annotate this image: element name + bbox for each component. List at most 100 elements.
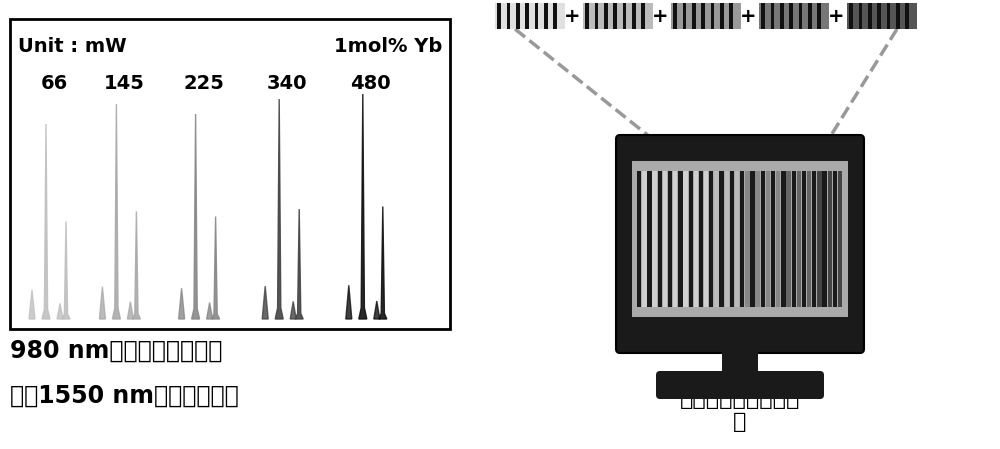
Bar (673, 171, 677, 307)
Text: +: + (828, 6, 844, 26)
Bar (771, 171, 775, 307)
FancyBboxPatch shape (656, 371, 824, 399)
Bar (896, 3, 900, 29)
Text: 145: 145 (104, 74, 145, 93)
Text: 上转换光子防伪条形
码: 上转换光子防伪条形 码 (680, 389, 800, 432)
Polygon shape (379, 207, 387, 319)
Bar (792, 171, 796, 307)
Bar (905, 3, 909, 29)
Bar (544, 3, 548, 29)
Bar (868, 3, 872, 29)
Bar (776, 171, 780, 307)
Polygon shape (192, 114, 200, 319)
Bar (525, 3, 529, 29)
Polygon shape (275, 99, 283, 319)
Bar (658, 171, 662, 307)
Polygon shape (42, 124, 50, 319)
Bar (725, 171, 729, 307)
Bar (720, 3, 724, 29)
Text: +: + (740, 6, 756, 26)
Bar (647, 171, 652, 307)
Polygon shape (295, 209, 303, 319)
Text: Unit : mW: Unit : mW (18, 37, 127, 56)
Bar (652, 171, 657, 307)
Polygon shape (99, 287, 105, 319)
Bar (701, 3, 705, 29)
Bar (759, 3, 829, 29)
Bar (683, 171, 688, 307)
Bar (771, 3, 774, 29)
Bar (847, 3, 917, 29)
Bar (808, 3, 812, 29)
Bar (495, 3, 565, 29)
Bar (709, 171, 713, 307)
Bar (761, 3, 765, 29)
Text: 980 nm激光激发功率固定: 980 nm激光激发功率固定 (10, 339, 222, 363)
Bar (877, 3, 881, 29)
Bar (780, 3, 784, 29)
Bar (786, 171, 791, 307)
Bar (668, 171, 672, 307)
Bar (859, 3, 862, 29)
Bar (711, 3, 714, 29)
Bar (699, 171, 703, 307)
Bar (507, 3, 510, 29)
Polygon shape (62, 221, 70, 319)
Polygon shape (127, 302, 133, 319)
Polygon shape (374, 301, 380, 319)
Bar (745, 171, 750, 307)
Polygon shape (212, 216, 220, 319)
Bar (673, 3, 677, 29)
Bar (750, 171, 755, 307)
Bar (802, 171, 806, 307)
Bar (694, 171, 698, 307)
Text: 66: 66 (40, 74, 68, 93)
Bar (807, 171, 811, 307)
Bar (849, 3, 853, 29)
Bar (887, 3, 890, 29)
Bar (632, 3, 636, 29)
Polygon shape (179, 288, 185, 319)
Bar (822, 171, 827, 307)
Polygon shape (290, 301, 296, 319)
Text: +: + (652, 6, 668, 26)
Bar (583, 3, 653, 29)
Polygon shape (57, 304, 63, 319)
Text: 340: 340 (267, 74, 307, 93)
Text: 改变1550 nm激光激发功率: 改变1550 nm激光激发功率 (10, 384, 239, 408)
Bar (740, 171, 744, 307)
Bar (678, 171, 683, 307)
Bar (604, 3, 608, 29)
Text: 225: 225 (183, 74, 224, 93)
Polygon shape (132, 211, 140, 319)
Bar (535, 3, 538, 29)
Bar (663, 171, 667, 307)
Bar (623, 3, 626, 29)
Polygon shape (346, 285, 352, 319)
Bar (761, 171, 765, 307)
Bar (714, 171, 719, 307)
Text: 480: 480 (350, 74, 391, 93)
Bar (766, 171, 770, 307)
Bar (585, 3, 589, 29)
Bar (755, 171, 760, 307)
Bar (613, 3, 617, 29)
Bar (817, 3, 821, 29)
Polygon shape (112, 104, 120, 319)
Polygon shape (262, 286, 268, 319)
Text: 1mol% Yb: 1mol% Yb (334, 37, 442, 56)
Bar (683, 3, 686, 29)
Bar (838, 171, 842, 307)
Bar (516, 3, 520, 29)
Bar (719, 171, 724, 307)
Bar (10, 19, 450, 329)
Bar (595, 3, 598, 29)
Text: +: + (564, 6, 580, 26)
FancyBboxPatch shape (616, 135, 864, 353)
Bar (799, 3, 802, 29)
Polygon shape (207, 303, 213, 319)
Bar (833, 171, 837, 307)
Bar (632, 161, 848, 317)
Bar (692, 3, 696, 29)
Bar (729, 3, 733, 29)
